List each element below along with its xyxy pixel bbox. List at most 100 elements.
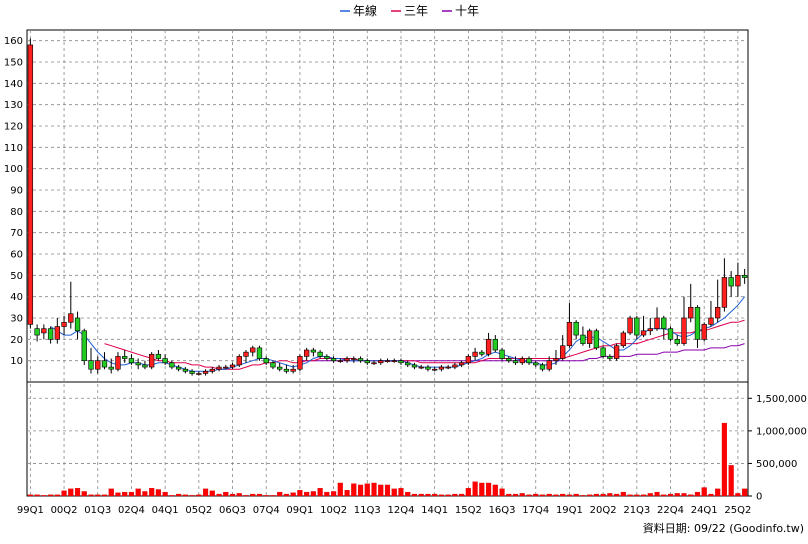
- ma-three-line: [104, 319, 745, 370]
- candle-body: [458, 362, 465, 366]
- candle-body: [741, 275, 748, 278]
- volume-tick-label: 1,000,000: [756, 426, 807, 437]
- volume-bar: [438, 494, 444, 497]
- candle-body: [175, 366, 182, 370]
- volume-bar: [688, 494, 694, 497]
- candle-body: [41, 328, 47, 334]
- volume-bar: [701, 487, 707, 497]
- volume-bar: [229, 493, 236, 497]
- volume-bar: [715, 488, 721, 497]
- volume-bar: [566, 494, 573, 497]
- volume-bar: [135, 488, 141, 497]
- volume-bar: [176, 493, 182, 497]
- volume-bar: [694, 491, 701, 497]
- volume-bar: [270, 495, 276, 497]
- volume-bar: [492, 484, 498, 497]
- candle-body: [182, 368, 189, 372]
- price-tick-label: 30: [10, 314, 23, 325]
- candle-body: [432, 368, 438, 371]
- x-tick-label: 99Q1: [17, 505, 44, 516]
- candle-body: [465, 356, 472, 364]
- volume-bar: [432, 493, 438, 497]
- volume-bar: [519, 493, 525, 497]
- ma-year-line: [50, 296, 745, 372]
- volume-bar: [337, 482, 343, 497]
- candle-body: [384, 360, 391, 362]
- volume-bar: [539, 494, 546, 497]
- volume-bar: [216, 493, 222, 497]
- candle-body: [398, 360, 404, 364]
- x-tick-label: 14Q1: [421, 505, 448, 516]
- volume-bar: [27, 494, 33, 497]
- volume-bar: [371, 482, 377, 497]
- candle-body: [566, 321, 573, 347]
- candle-body: [613, 345, 620, 359]
- price-tick-label: 20: [10, 335, 23, 346]
- x-tick-label: 20Q2: [590, 505, 617, 516]
- volume-bar: [506, 493, 512, 497]
- volume-bar: [101, 494, 108, 497]
- candle-body: [216, 366, 222, 370]
- x-tick-label: 11Q3: [354, 505, 381, 516]
- candle-body: [324, 356, 330, 359]
- volume-bar: [384, 484, 391, 497]
- candle-body: [270, 362, 276, 368]
- candle-body: [499, 349, 505, 359]
- candle-body: [337, 360, 343, 362]
- volume-bar: [357, 484, 364, 497]
- volume-bar: [708, 493, 714, 497]
- candle-body: [54, 326, 60, 340]
- volume-bar: [418, 493, 424, 497]
- candle-body: [189, 371, 195, 374]
- volume-bar: [236, 493, 242, 497]
- volume-bar: [742, 488, 748, 497]
- volume-bar: [243, 495, 249, 497]
- volume-bar: [209, 490, 215, 497]
- volume-bar: [620, 491, 626, 497]
- candle-body: [425, 366, 431, 370]
- volume-bar: [721, 422, 727, 497]
- volume-bar: [667, 493, 674, 497]
- volume-bar: [479, 482, 485, 497]
- candle-body: [560, 345, 566, 359]
- x-tick-label: 01Q3: [84, 505, 111, 516]
- candle-body: [593, 330, 600, 349]
- x-tick-label: 21Q3: [623, 505, 650, 516]
- candle-body: [95, 360, 101, 370]
- candle-body: [101, 360, 108, 368]
- candle-body: [303, 349, 310, 357]
- candle-body: [674, 339, 680, 344]
- volume-bar: [331, 491, 337, 497]
- candle-body: [47, 328, 54, 340]
- candle-body: [492, 339, 498, 351]
- volume-bar: [74, 488, 81, 497]
- volume-bar: [88, 494, 94, 497]
- volume-bar: [674, 493, 680, 497]
- volume-bar: [398, 488, 404, 497]
- price-tick-label: 120: [4, 122, 23, 133]
- volume-bar: [661, 494, 667, 497]
- candle-body: [317, 351, 323, 357]
- candle-body: [142, 364, 148, 368]
- volume-bar: [351, 483, 357, 497]
- volume-bar: [196, 494, 202, 497]
- candle-body: [701, 324, 707, 340]
- price-tick-label: 140: [4, 79, 23, 90]
- price-panel: [26, 29, 749, 383]
- volume-bar: [681, 493, 687, 497]
- candle-body: [371, 362, 377, 365]
- legend-label: 三年: [404, 4, 428, 18]
- volume-bar: [68, 488, 74, 497]
- x-tick-label: 06Q3: [219, 505, 246, 516]
- candle-body: [586, 330, 593, 344]
- volume-bar: [122, 491, 128, 497]
- volume-bar: [593, 493, 599, 497]
- volume-bar: [364, 483, 370, 497]
- volume-bar: [391, 488, 397, 497]
- volume-bar: [546, 493, 552, 497]
- candle-body: [667, 328, 674, 340]
- candle-body: [290, 368, 296, 372]
- volume-bar: [405, 491, 411, 497]
- price-tick-label: 80: [10, 207, 23, 218]
